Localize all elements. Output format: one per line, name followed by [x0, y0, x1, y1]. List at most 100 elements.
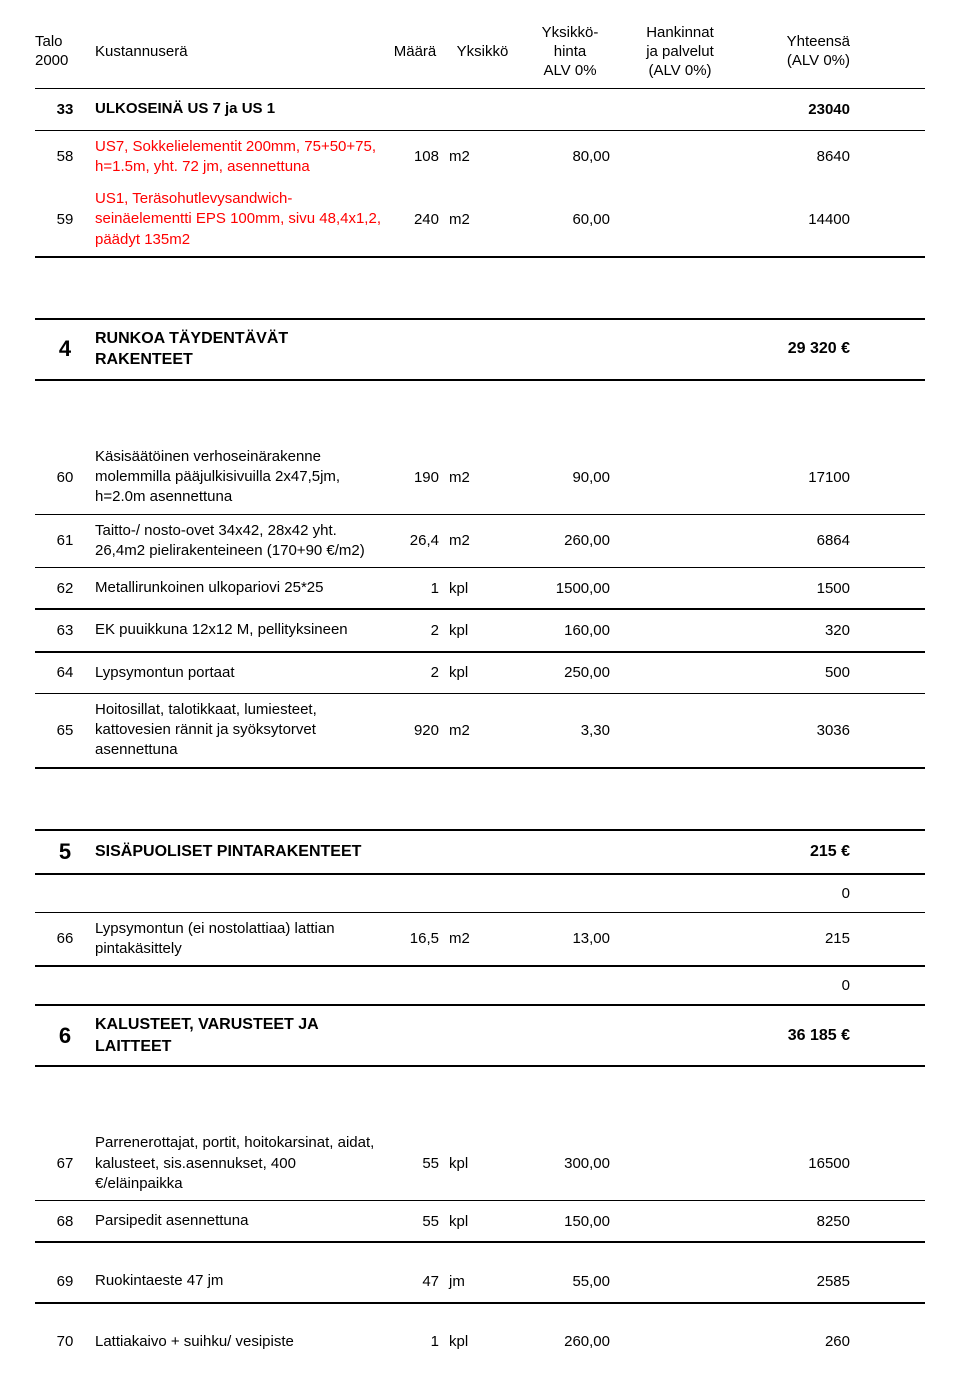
row-desc: Käsisäätöinen verhoseinärakenne molemmil…	[95, 447, 385, 508]
table-header: Talo 2000 Kustannuserä Määrä Yksikkö Yks…	[35, 18, 925, 89]
row-total: 2585	[740, 1273, 850, 1290]
row-qty: 190	[385, 469, 445, 486]
table-row: 70 Lattiakaivo + suihku/ vesipiste 1 kpl…	[35, 1322, 925, 1362]
row-qty: 920	[385, 722, 445, 739]
row-qty: 55	[385, 1155, 445, 1172]
row-unit: kpl	[445, 1155, 520, 1172]
table-row: 0	[35, 875, 925, 913]
row-price: 3,30	[520, 722, 620, 739]
row-total: 16500	[740, 1155, 850, 1172]
row-qty: 2	[385, 622, 445, 639]
table-row: 65 Hoitosillat, talotikkaat, lumiesteet,…	[35, 694, 925, 767]
row-total: 8640	[740, 148, 850, 165]
row-num: 60	[35, 469, 95, 486]
row-price: 60,00	[520, 211, 620, 228]
section-total: 215 €	[740, 843, 850, 861]
row-price: 13,00	[520, 930, 620, 947]
row-price: 80,00	[520, 148, 620, 165]
row-total: 23040	[740, 101, 850, 118]
row-qty: 240	[385, 211, 445, 228]
row-desc: Taitto-/ nosto-ovet 34x42, 28x42 yht. 26…	[95, 521, 385, 562]
table-row: 58 US7, Sokkelielementit 200mm, 75+50+75…	[35, 131, 925, 184]
row-qty: 26,4	[385, 532, 445, 549]
row-desc: Metallirunkoinen ulkopariovi 25*25	[95, 578, 385, 598]
row-num: 58	[35, 148, 95, 165]
row-qty: 1	[385, 580, 445, 597]
row-price: 250,00	[520, 664, 620, 681]
row-price: 300,00	[520, 1155, 620, 1172]
row-num: 61	[35, 532, 95, 549]
row-unit: kpl	[445, 1213, 520, 1230]
row-num: 66	[35, 930, 95, 947]
row-unit: m2	[445, 148, 520, 165]
row-unit: kpl	[445, 622, 520, 639]
row-desc: Lypsymontun portaat	[95, 663, 385, 683]
row-desc: ULKOSEINÄ US 7 ja US 1	[95, 99, 385, 119]
row-total: 0	[740, 977, 850, 994]
section-total: 29 320 €	[740, 340, 850, 358]
table-row: 59 US1, Teräsohutlevysandwich- seinäelem…	[35, 183, 925, 256]
row-total: 14400	[740, 211, 850, 228]
section-desc: KALUSTEET, VARUSTEET JA LAITTEET	[95, 1014, 385, 1057]
row-num: 62	[35, 580, 95, 597]
row-desc: Lattiakaivo + suihku/ vesipiste	[95, 1332, 385, 1352]
row-num: 70	[35, 1333, 95, 1350]
table-row: 64 Lypsymontun portaat 2 kpl 250,00 500	[35, 653, 925, 694]
section-header: 4 RUNKOA TÄYDENTÄVÄT RAKENTEET 29 320 €	[35, 320, 925, 381]
header-2000: 2000	[35, 52, 68, 69]
section-num: 5	[35, 839, 95, 865]
section-header: 5 SISÄPUOLISET PINTARAKENTEET 215 €	[35, 831, 925, 875]
table-row: 0	[35, 967, 925, 1006]
table-row: 60 Käsisäätöinen verhoseinärakenne molem…	[35, 441, 925, 515]
row-unit: kpl	[445, 664, 520, 681]
row-num: 64	[35, 664, 95, 681]
row-price: 150,00	[520, 1213, 620, 1230]
section-desc: SISÄPUOLISET PINTARAKENTEET	[95, 841, 385, 863]
header-hankinnat: Hankinnat ja palvelut (ALV 0%)	[620, 24, 740, 80]
row-desc: Hoitosillat, talotikkaat, lumiesteet, ka…	[95, 700, 385, 761]
row-num: 67	[35, 1155, 95, 1172]
table-row: 67 Parrenerottajat, portit, hoitokarsina…	[35, 1127, 925, 1201]
header-yhteensa: Yhteensä (ALV 0%)	[740, 33, 850, 71]
section-total: 36 185 €	[740, 1027, 850, 1045]
row-desc: Parrenerottajat, portit, hoitokarsinat, …	[95, 1133, 385, 1194]
row-unit: m2	[445, 211, 520, 228]
row-price: 260,00	[520, 1333, 620, 1350]
header-col1: Talo 2000	[35, 33, 95, 71]
header-yksikko: Yksikkö	[445, 43, 520, 62]
row-qty: 47	[385, 1273, 445, 1290]
row-total: 500	[740, 664, 850, 681]
row-qty: 2	[385, 664, 445, 681]
table-row: 33 ULKOSEINÄ US 7 ja US 1 23040	[35, 89, 925, 130]
table-row: 61 Taitto-/ nosto-ovet 34x42, 28x42 yht.…	[35, 515, 925, 569]
row-total: 215	[740, 930, 850, 947]
section-num: 4	[35, 336, 95, 362]
row-num: 59	[35, 211, 95, 228]
table-row: 68 Parsipedit asennettuna 55 kpl 150,00 …	[35, 1201, 925, 1243]
row-price: 160,00	[520, 622, 620, 639]
section-desc: RUNKOA TÄYDENTÄVÄT RAKENTEET	[95, 328, 385, 371]
row-total: 260	[740, 1333, 850, 1350]
row-total: 17100	[740, 469, 850, 486]
row-qty: 108	[385, 148, 445, 165]
header-kustannusera: Kustannuserä	[95, 43, 385, 62]
row-unit: kpl	[445, 1333, 520, 1350]
row-unit: m2	[445, 930, 520, 947]
row-total: 3036	[740, 722, 850, 739]
row-price: 260,00	[520, 532, 620, 549]
row-price: 90,00	[520, 469, 620, 486]
table-row: 62 Metallirunkoinen ulkopariovi 25*25 1 …	[35, 568, 925, 610]
row-desc: Parsipedit asennettuna	[95, 1211, 385, 1231]
header-talo: Talo	[35, 33, 63, 50]
row-desc: US1, Teräsohutlevysandwich- seinäelement…	[95, 189, 385, 250]
row-unit: m2	[445, 532, 520, 549]
row-num: 33	[35, 101, 95, 118]
section-num: 6	[35, 1023, 95, 1049]
row-price: 55,00	[520, 1273, 620, 1290]
table-row: 63 EK puuikkuna 12x12 M, pellityksineen …	[35, 610, 925, 652]
row-desc: US7, Sokkelielementit 200mm, 75+50+75, h…	[95, 137, 385, 178]
row-desc: EK puuikkuna 12x12 M, pellityksineen	[95, 620, 385, 640]
section-header: 6 KALUSTEET, VARUSTEET JA LAITTEET 36 18…	[35, 1006, 925, 1067]
row-price: 1500,00	[520, 580, 620, 597]
row-unit: m2	[445, 722, 520, 739]
